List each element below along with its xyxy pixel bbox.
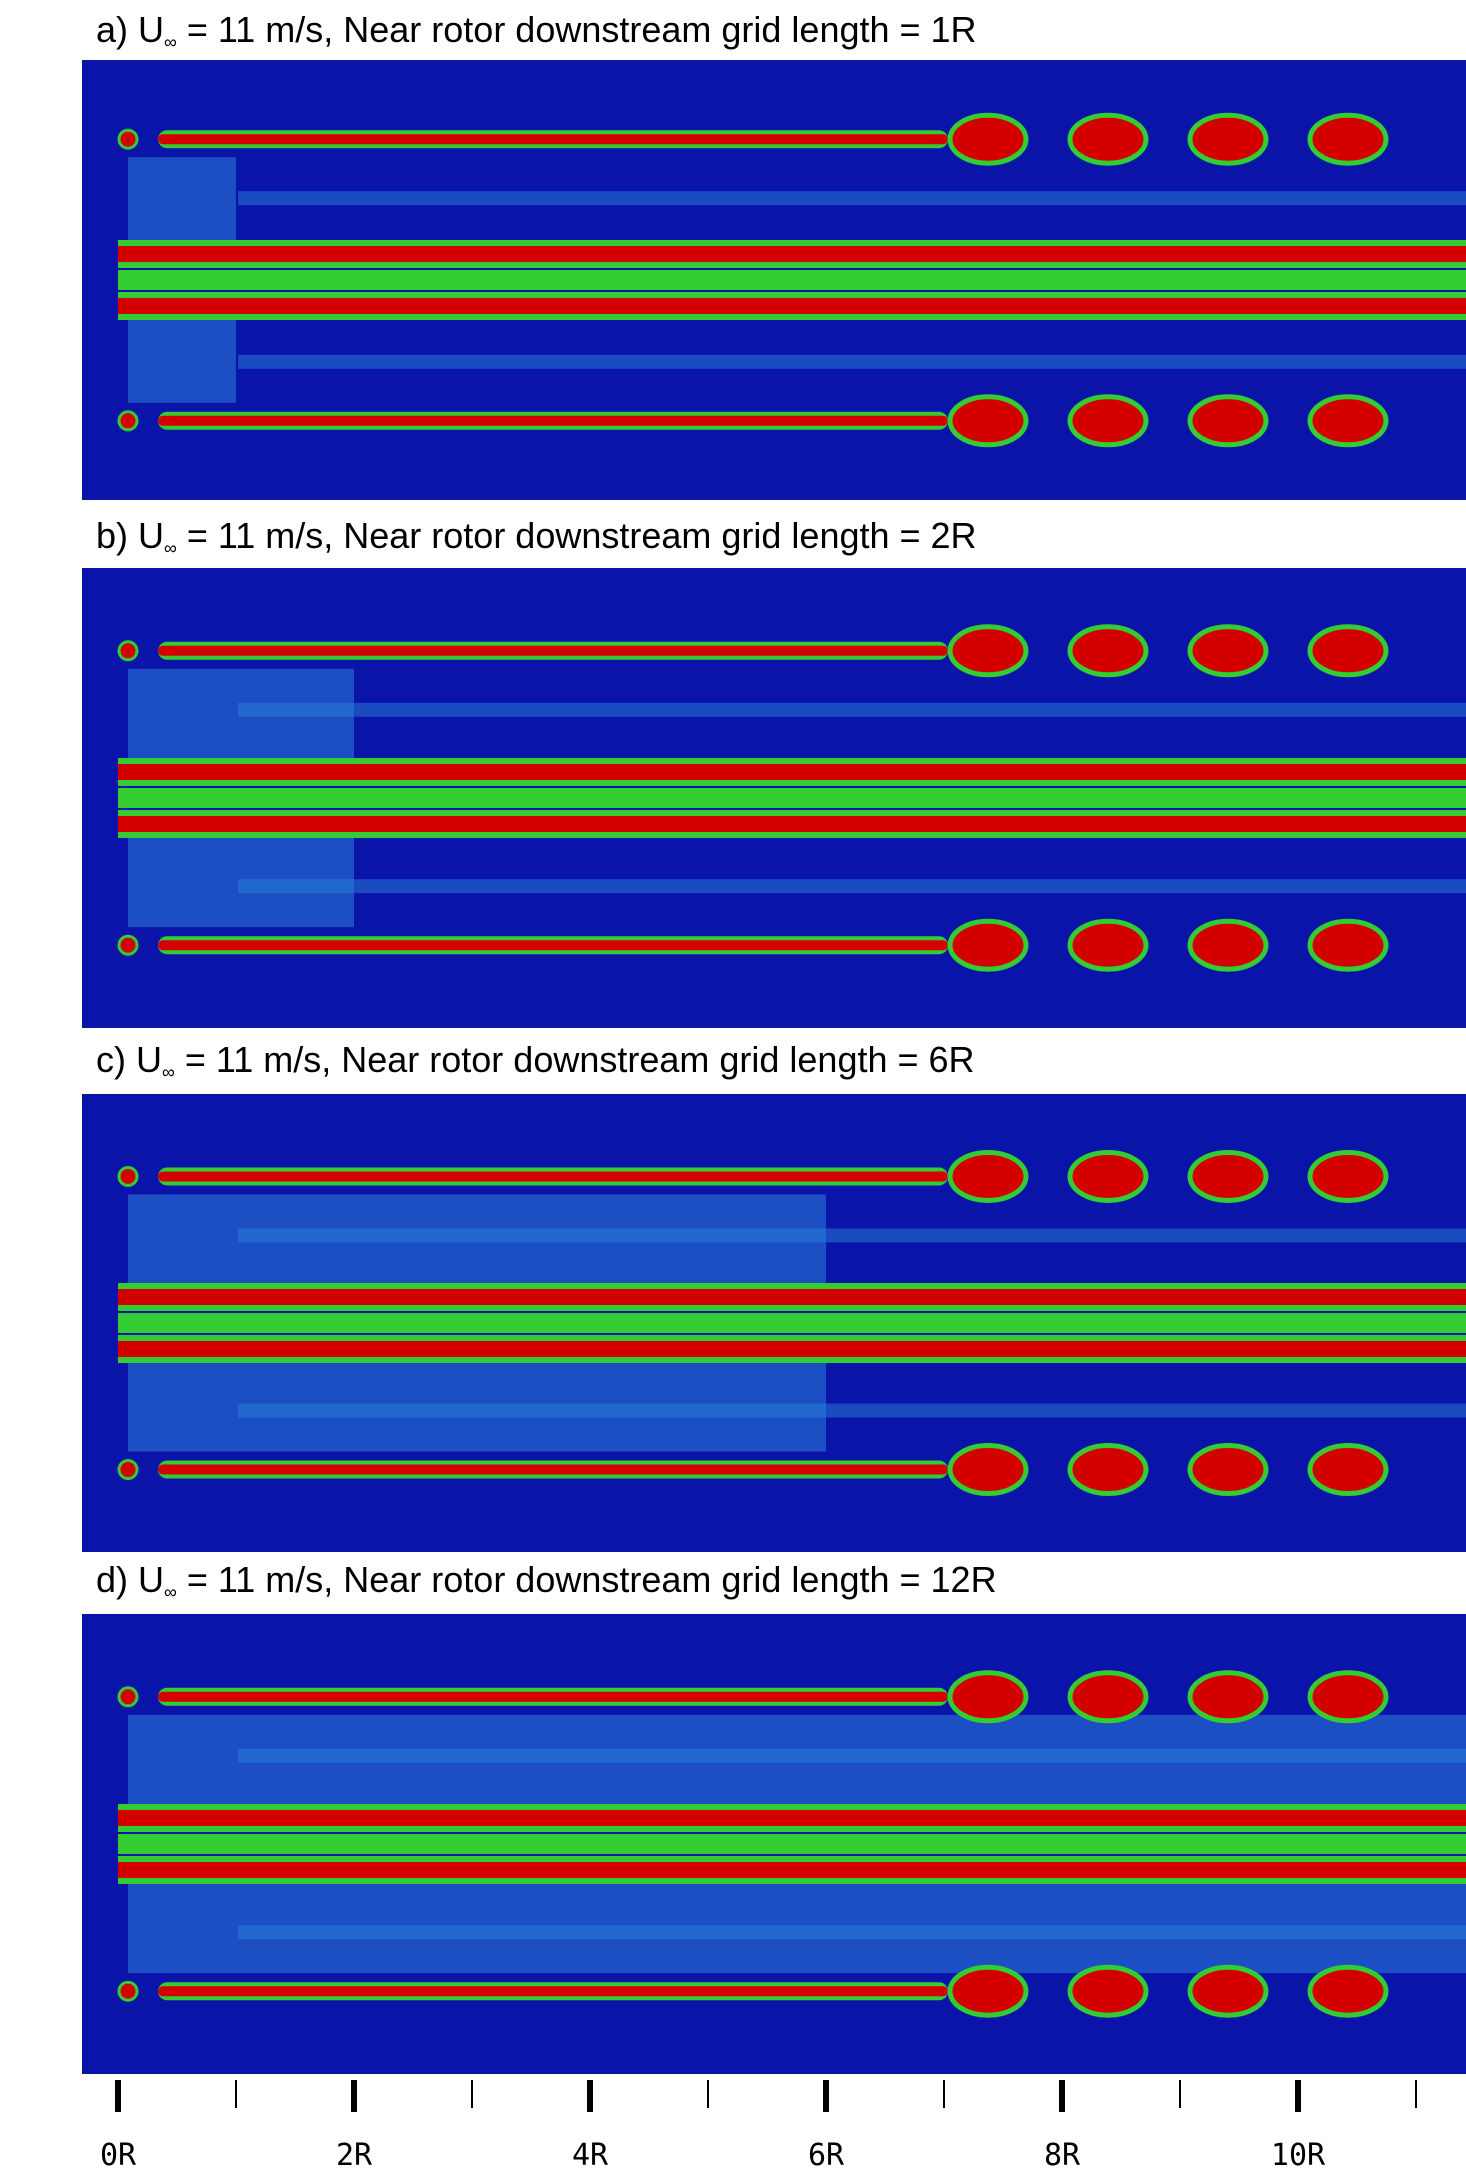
rolled-up-vortex (1067, 1670, 1149, 1724)
rolled-up-vortex (1307, 1443, 1389, 1497)
major-tick (587, 2080, 593, 2112)
wake-plot-b (82, 568, 1466, 1028)
panel-b-title: b) U∞ = 11 m/s, Near rotor downstream gr… (96, 515, 977, 559)
wake-streak (238, 1403, 1466, 1418)
wake-plot-d (82, 1614, 1466, 2074)
axis-tick-label: 8R (1043, 2138, 1081, 2173)
rolled-up-vortex (1187, 918, 1269, 972)
wake-streak (238, 354, 1466, 369)
hub-core-lower (118, 816, 1466, 832)
rolled-up-vortex (1307, 918, 1389, 972)
tip-vortex-start (117, 1686, 139, 1708)
tip-vortex-start (117, 640, 139, 662)
tip-vortex-core (158, 1464, 948, 1475)
tip-vortex-core (158, 645, 948, 656)
hub-core-upper (118, 1289, 1466, 1305)
hub-core-upper (118, 246, 1466, 262)
wake-streak (238, 1925, 1466, 1940)
tip-vortex-core (158, 940, 948, 951)
wake-streak (238, 1748, 1466, 1763)
rolled-up-vortex (1307, 1670, 1389, 1724)
hub-core-lower (118, 1862, 1466, 1878)
rolled-up-vortex (947, 918, 1029, 972)
hub-core-lower (118, 298, 1466, 314)
rolled-up-vortex (947, 1670, 1029, 1724)
hub-shear-center (118, 1834, 1466, 1854)
wake-streak (238, 191, 1466, 206)
hub-shear-center (118, 788, 1466, 808)
rolled-up-vortex (947, 1964, 1029, 2018)
minor-tick (943, 2080, 945, 2108)
rolled-up-vortex (1067, 1964, 1149, 2018)
minor-tick (235, 2080, 237, 2108)
tip-vortex-core (158, 415, 948, 426)
hub-shear-center (118, 1313, 1466, 1333)
wake-streak (238, 1228, 1466, 1243)
major-tick (1295, 2080, 1301, 2112)
rolled-up-vortex (1307, 1964, 1389, 2018)
tip-vortex-start (117, 128, 139, 150)
hub-core-upper (118, 764, 1466, 780)
tip-vortex-core (158, 1691, 948, 1702)
axis-tick-label: 6R (807, 2138, 845, 2173)
tip-vortex-start (117, 410, 139, 432)
wake-plot-a (82, 60, 1466, 500)
rolled-up-vortex (1067, 624, 1149, 678)
hub-core-lower (118, 1341, 1466, 1357)
rolled-up-vortex (1187, 112, 1269, 166)
tip-vortex-core (158, 134, 948, 145)
panel-c-title: c) U∞ = 11 m/s, Near rotor downstream gr… (96, 1039, 975, 1083)
tip-vortex-core (158, 1986, 948, 1997)
minor-tick (1179, 2080, 1181, 2108)
axis-tick-label: 4R (571, 2138, 609, 2173)
hub-core-upper (118, 1810, 1466, 1826)
panel-c-image (82, 1094, 1466, 1552)
axis-tick-label: 10R (1270, 2138, 1326, 2173)
major-tick (351, 2080, 357, 2112)
major-tick (115, 2080, 121, 2112)
rolled-up-vortex (1307, 624, 1389, 678)
rolled-up-vortex (1307, 112, 1389, 166)
major-tick (823, 2080, 829, 2112)
panel-a-title: a) U∞ = 11 m/s, Near rotor downstream gr… (96, 9, 977, 53)
rolled-up-vortex (1187, 1670, 1269, 1724)
minor-tick (707, 2080, 709, 2108)
rolled-up-vortex (1307, 1149, 1389, 1203)
axis-tick-label: 2R (335, 2138, 373, 2173)
wake-streak (238, 702, 1466, 717)
rolled-up-vortex (1067, 394, 1149, 448)
rolled-up-vortex (1067, 1443, 1149, 1497)
rolled-up-vortex (947, 624, 1029, 678)
rolled-up-vortex (947, 1443, 1029, 1497)
rolled-up-vortex (947, 112, 1029, 166)
rolled-up-vortex (947, 1149, 1029, 1203)
rolled-up-vortex (1067, 918, 1149, 972)
rolled-up-vortex (1187, 394, 1269, 448)
wake-plot-c (82, 1094, 1466, 1552)
axis-tick-label: 0R (99, 2138, 137, 2173)
wake-streak (238, 879, 1466, 894)
minor-tick (471, 2080, 473, 2108)
tip-vortex-core (158, 1171, 948, 1182)
rolled-up-vortex (947, 394, 1029, 448)
distance-axis: 0R 2R 4R 6R 8R 10R (0, 2080, 1466, 2183)
panel-d-image (82, 1614, 1466, 2074)
tip-vortex-start (117, 934, 139, 956)
tip-vortex-start (117, 1165, 139, 1187)
panel-b-image (82, 568, 1466, 1028)
rolled-up-vortex (1187, 1443, 1269, 1497)
panel-a-image (82, 60, 1466, 500)
tip-vortex-start (117, 1980, 139, 2002)
rolled-up-vortex (1187, 1964, 1269, 2018)
rolled-up-vortex (1187, 1149, 1269, 1203)
rolled-up-vortex (1067, 112, 1149, 166)
major-tick (1059, 2080, 1065, 2112)
rolled-up-vortex (1307, 394, 1389, 448)
tip-vortex-start (117, 1459, 139, 1481)
panel-d-title: d) U∞ = 11 m/s, Near rotor downstream gr… (96, 1559, 997, 1603)
hub-shear-center (118, 270, 1466, 290)
minor-tick (1415, 2080, 1417, 2108)
rolled-up-vortex (1067, 1149, 1149, 1203)
rolled-up-vortex (1187, 624, 1269, 678)
